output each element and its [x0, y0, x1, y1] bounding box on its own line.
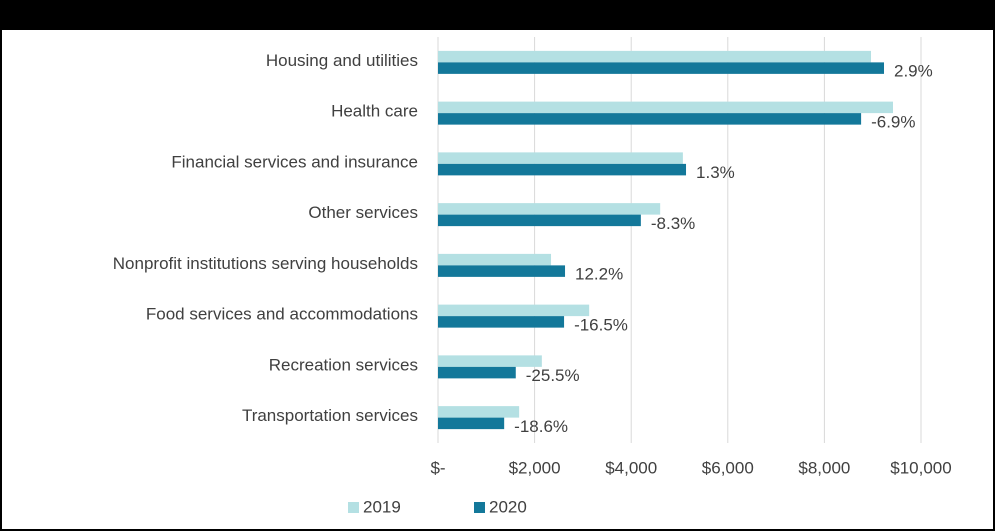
bar [438, 265, 566, 277]
bar [438, 366, 516, 379]
data-label: 2.9% [894, 62, 933, 81]
x-tick-label: $10,000 [890, 458, 951, 477]
legend-label: 2020 [489, 497, 527, 516]
bar [438, 214, 641, 227]
x-tick-label: $8,000 [798, 458, 850, 477]
bar [438, 253, 552, 266]
y-tick-label: Housing and utilities [266, 51, 418, 70]
data-label: -6.9% [871, 112, 915, 131]
y-tick-label: Health care [331, 102, 418, 121]
legend-label: 2019 [363, 497, 401, 516]
bar [438, 316, 565, 328]
bar [438, 355, 542, 367]
legend-swatch [474, 502, 485, 513]
y-tick-label: Nonprofit institutions serving household… [113, 254, 418, 273]
x-tick-label: $6,000 [702, 458, 754, 477]
x-tick-label: $- [430, 458, 445, 477]
y-tick-label: Transportation services [242, 406, 418, 425]
title-band [0, 0, 995, 30]
bar [438, 163, 687, 176]
y-tick-label: Recreation services [269, 355, 418, 374]
bar [438, 50, 872, 63]
y-tick-label: Food services and accommodations [146, 305, 418, 324]
bar [438, 304, 590, 317]
y-tick-label: Financial services and insurance [171, 152, 418, 171]
data-label: -25.5% [526, 366, 580, 385]
data-label: 12.2% [575, 265, 623, 284]
bar [438, 152, 683, 164]
bar [438, 203, 661, 215]
y-tick-label: Other services [308, 203, 418, 222]
data-label: 1.3% [696, 163, 735, 182]
legend-swatch [348, 502, 359, 513]
bar [438, 62, 885, 74]
data-label: -16.5% [574, 315, 628, 334]
bar [438, 417, 505, 430]
data-label: -8.3% [651, 214, 695, 233]
bar [438, 113, 862, 125]
bar [438, 406, 520, 418]
bar [438, 101, 893, 114]
x-tick-label: $4,000 [605, 458, 657, 477]
data-label: -18.6% [514, 417, 568, 436]
x-tick-label: $2,000 [509, 458, 561, 477]
